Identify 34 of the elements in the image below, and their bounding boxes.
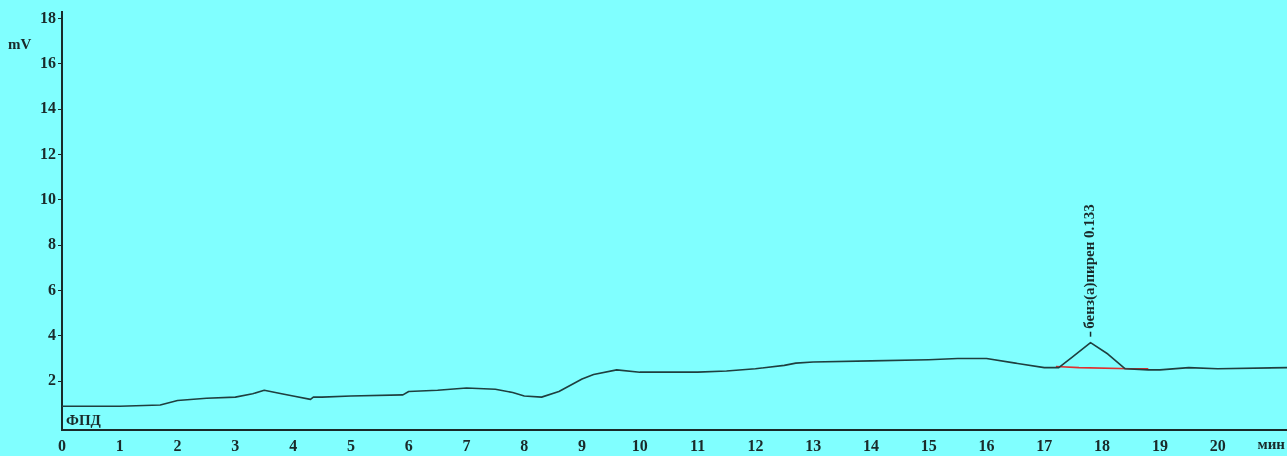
y-tick-label: 2 — [48, 371, 56, 389]
x-tick-label: 17 — [1036, 436, 1053, 454]
y-axis-title: mV — [8, 36, 32, 53]
x-tick-label: 13 — [805, 436, 822, 454]
x-axis-title: мин — [1257, 436, 1286, 453]
x-tick-label: 0 — [58, 436, 66, 454]
x-tick-label: 3 — [231, 436, 240, 454]
x-tick-label: 14 — [862, 436, 879, 454]
x-tick-label: 12 — [747, 436, 764, 454]
x-tick-label: 19 — [1151, 436, 1168, 454]
x-tick-label: 6 — [404, 436, 413, 454]
x-tick-label: 11 — [690, 436, 706, 454]
x-tick-label: 1 — [115, 436, 124, 454]
y-tick-label: 4 — [48, 326, 56, 344]
x-tick-label: 4 — [289, 436, 298, 454]
x-tick-label: 7 — [462, 436, 471, 454]
annotation: ФПД — [66, 412, 102, 429]
y-tick-label: 16 — [40, 53, 56, 71]
annotation: бенз(а)пирен 0.133 — [1081, 204, 1099, 329]
y-tick-label: 6 — [48, 280, 56, 298]
y-tick-label: 8 — [48, 235, 56, 253]
y-tick-label: 12 — [40, 144, 56, 162]
x-tick-label: 15 — [920, 436, 937, 454]
x-tick-label: 9 — [578, 436, 587, 454]
x-tick-label: 8 — [520, 436, 529, 454]
x-tick-label: 20 — [1209, 436, 1226, 454]
x-tick-label: 10 — [631, 436, 648, 454]
x-tick-label: 2 — [173, 436, 182, 454]
y-tick-label: 18 — [40, 8, 56, 26]
x-tick-label: 16 — [978, 436, 995, 454]
y-tick-label: 10 — [40, 189, 56, 207]
x-tick-label: 18 — [1094, 436, 1111, 454]
y-tick-label: 14 — [40, 99, 56, 117]
x-tick-label: 5 — [346, 436, 355, 454]
